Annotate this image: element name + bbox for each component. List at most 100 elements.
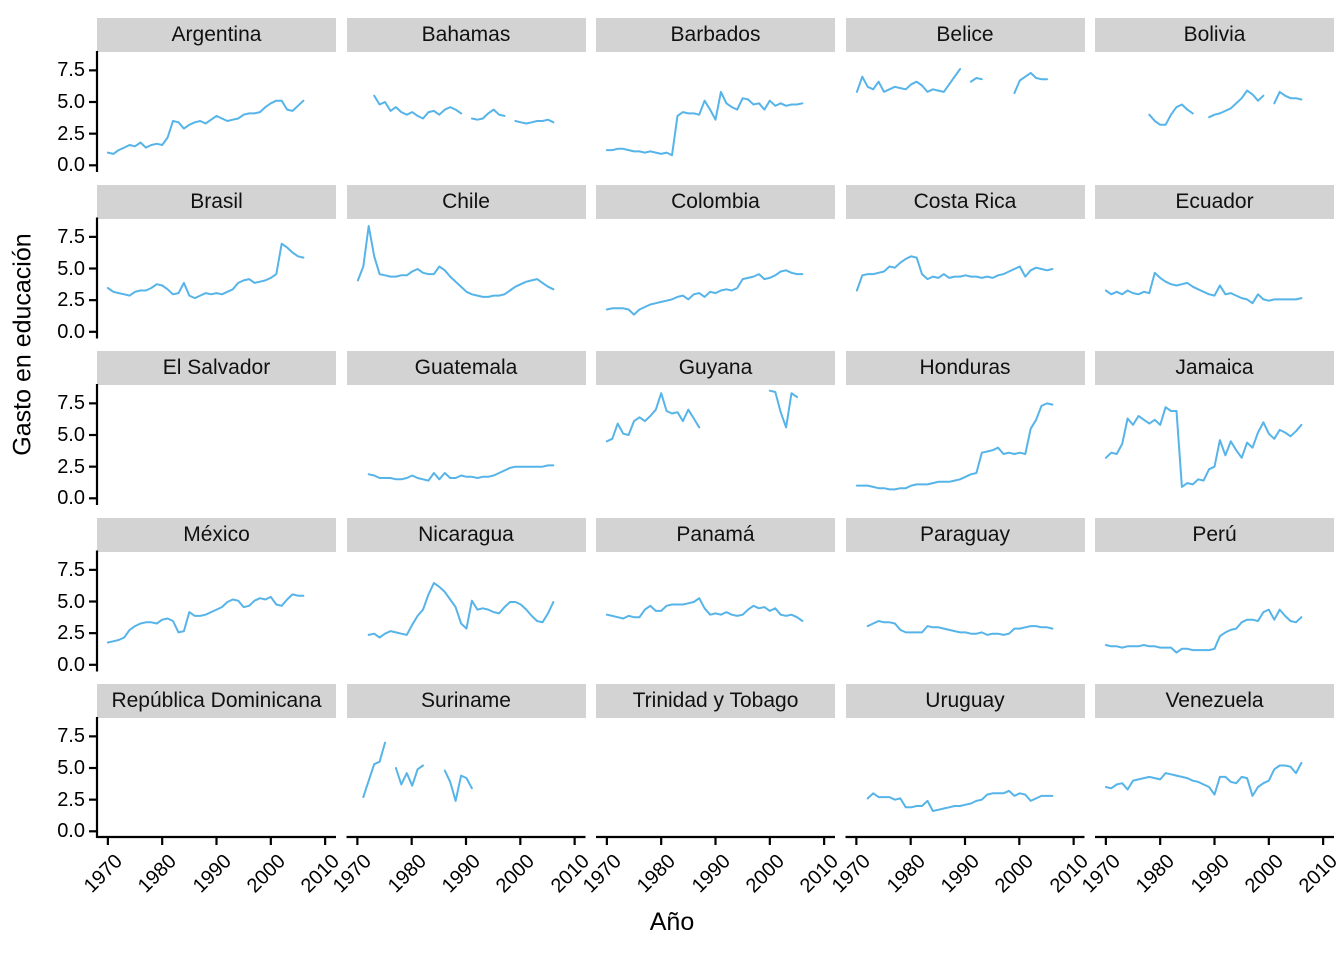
x-tick-label: 1970: [79, 850, 127, 898]
facet-jamaica: Jamaica: [1095, 351, 1334, 504]
y-tick-label: 5.0: [57, 91, 85, 113]
facet-uruguay: Uruguay: [845, 684, 1085, 837]
series-line: [969, 77, 983, 83]
facet-strip-label: Brasil: [97, 184, 336, 219]
y-tick-label: 0.0: [57, 320, 85, 343]
facet-plot-area: [605, 90, 804, 157]
series-line: [605, 90, 804, 157]
facet-plot-area: [367, 581, 554, 638]
facet-strip-label: República Dominicana: [97, 684, 336, 718]
facet-strip-label: Nicaragua: [346, 517, 586, 552]
series-line: [372, 94, 462, 120]
facet-plot-area: [106, 592, 305, 643]
y-tick-label: 5.0: [57, 424, 85, 446]
x-tick-label: 2000: [492, 850, 540, 898]
series-line: [367, 581, 554, 638]
series-line: [394, 764, 424, 787]
facet-strip-label: Colombia: [596, 184, 835, 219]
series-line: [106, 592, 305, 643]
facet-strip-label: Jamaica: [1095, 351, 1334, 385]
facet-plot-area: [596, 718, 835, 837]
series-line: [106, 99, 305, 155]
x-tick-label: 1990: [687, 850, 735, 898]
x-tick-label: 2000: [991, 850, 1039, 898]
y-tick-label: 7.5: [57, 225, 85, 248]
x-tick-label: 2010: [1294, 850, 1342, 898]
x-axis-title: Año: [649, 908, 695, 936]
series-line: [866, 789, 1053, 812]
y-tick-label: 7.5: [57, 59, 85, 82]
x-tick-label: 1980: [632, 850, 681, 898]
y-tick-label: 7.5: [57, 392, 85, 415]
series-line: [866, 619, 1053, 636]
series-line: [1104, 761, 1303, 797]
series-line: [470, 108, 505, 121]
x-tick-label: 1990: [437, 850, 485, 898]
facet-guatemala: Guatemala: [346, 351, 586, 504]
facet-strip-label: Guatemala: [346, 351, 586, 385]
facet-strip-label: Guyana: [596, 351, 835, 385]
facet-strip-label: Venezuela: [1095, 684, 1334, 718]
x-tick-label: 1980: [383, 850, 431, 898]
series-line: [855, 254, 1053, 291]
x-tick-label: 1980: [133, 850, 182, 898]
facet-colombia: Colombia: [596, 184, 835, 338]
facet-república-dominicana: República Dominicana: [97, 684, 336, 837]
series-line: [605, 596, 804, 622]
series-line: [855, 402, 1053, 491]
series-line: [1208, 89, 1265, 119]
y-tick-label: 5.0: [57, 257, 85, 280]
x-tick-label: 2000: [1240, 850, 1288, 898]
y-tick-label: 2.5: [57, 122, 85, 145]
facet-plot-area: [1104, 761, 1303, 797]
facet-plot-area: [1104, 406, 1303, 488]
facet-strip-label: México: [97, 517, 336, 552]
facet-plot-area: [367, 464, 554, 482]
series-line: [443, 769, 473, 802]
facet-plot-area: [1148, 89, 1303, 126]
series-line: [513, 118, 554, 125]
series-line: [1104, 608, 1303, 654]
facet-paraguay: Paraguay: [845, 517, 1085, 671]
facet-plot-area: [361, 741, 473, 802]
y-tick-label: 7.5: [57, 725, 85, 748]
series-line: [605, 392, 701, 443]
y-tick-label: 2.5: [57, 788, 85, 811]
facet-trinidad-y-tobago: Trinidad y Tobago: [596, 684, 835, 837]
facet-strip-label: Belice: [845, 18, 1085, 52]
facet-strip-label: El Salvador: [97, 351, 336, 385]
series-line: [605, 268, 804, 316]
facet-strip-label: Costa Rica: [845, 184, 1085, 219]
facet-panamá: Panamá: [596, 517, 835, 671]
facet-bahamas: Bahamas: [346, 18, 586, 171]
facet-strip-label: Bahamas: [346, 18, 586, 52]
facet-strip-label: Trinidad y Tobago: [596, 684, 835, 718]
series-line: [1273, 90, 1303, 105]
facet-strip-label: Uruguay: [845, 684, 1085, 718]
series-line: [356, 224, 554, 298]
series-line: [768, 389, 798, 429]
series-line: [1104, 271, 1303, 304]
facet-perú: Perú: [1095, 517, 1334, 671]
x-tick-label: 2000: [242, 850, 290, 898]
series-line: [1104, 406, 1303, 488]
y-tick-label: 5.0: [57, 590, 85, 613]
facet-strip-label: Barbados: [596, 18, 835, 52]
facet-belice: Belice: [845, 18, 1085, 171]
facet-méxico: México: [97, 517, 336, 671]
x-tick-label: 1990: [188, 850, 236, 898]
y-tick-label: 7.5: [57, 558, 85, 581]
facet-suriname: Suriname: [346, 684, 586, 837]
facet-strip-label: Argentina: [97, 18, 336, 52]
x-tick-label: 1980: [1131, 850, 1180, 898]
facet-bolivia: Bolivia: [1095, 18, 1334, 171]
facet-plot-area: [605, 268, 804, 316]
facet-plot-area: [605, 596, 804, 622]
facet-strip-label: Chile: [346, 184, 586, 219]
facet-plot-area: [372, 94, 554, 125]
facet-plot-area: [106, 99, 305, 155]
y-tick-label: 0.0: [57, 487, 85, 510]
y-tick-label: 2.5: [57, 455, 85, 478]
series-line: [855, 68, 961, 93]
